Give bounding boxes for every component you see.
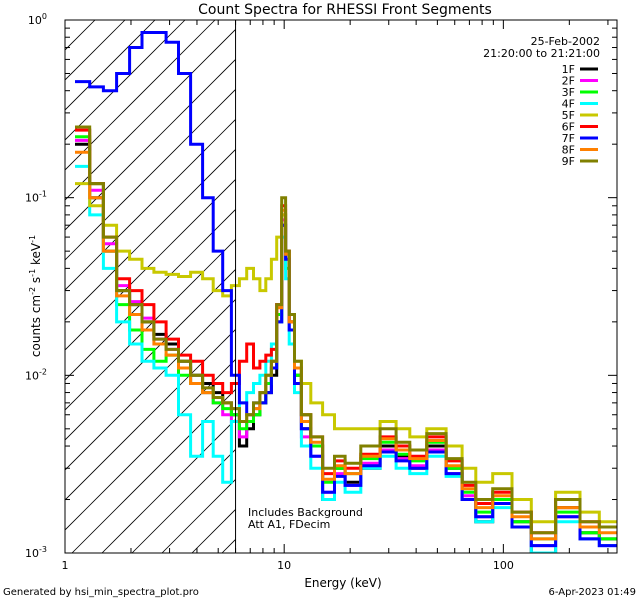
series-line-9F: [75, 125, 617, 535]
legend-label-2F: 2F: [562, 75, 575, 88]
hatch-line: [65, 268, 236, 441]
hatch-line: [71, 388, 236, 553]
legend-label-5F: 5F: [562, 109, 575, 122]
hatch-line: [65, 88, 236, 261]
annotation-background: Includes Background: [248, 506, 363, 519]
legend-label-3F: 3F: [562, 86, 575, 99]
hatch-line: [65, 58, 236, 231]
hatch-line: [101, 418, 236, 553]
series-line-5F: [75, 182, 617, 524]
annotation-attenuator: Att A1, FDecim: [248, 518, 330, 531]
hatch-line: [221, 538, 236, 553]
legend-label-9F: 9F: [562, 155, 575, 168]
footer-timestamp: 6-Apr-2023 01:49: [549, 587, 636, 598]
hatch-line: [65, 20, 156, 111]
legend-label-8F: 8F: [562, 144, 575, 157]
y-tick-label: 100: [28, 12, 47, 27]
y-axis-ticks: 100 10-1 10-2 10-3: [25, 12, 617, 560]
hatch-line: [65, 118, 236, 291]
x-tick-label: 100: [493, 559, 514, 572]
hatch-line: [65, 298, 236, 471]
x-axis-ticks: 1 10 100: [62, 20, 609, 572]
hatch-line: [65, 20, 126, 81]
y-tick-label: 10-2: [25, 367, 47, 382]
y-tick-label: 10-1: [25, 190, 47, 205]
series-line-4F: [75, 164, 617, 553]
x-axis-label: Energy (keV): [304, 576, 381, 590]
series-line-7F: [75, 31, 617, 548]
date-label: 25-Feb-2002: [531, 35, 600, 48]
legend-label-1F: 1F: [562, 63, 575, 76]
legend-label-7F: 7F: [562, 132, 575, 145]
hatch-line: [131, 448, 236, 553]
hatch-line: [65, 238, 236, 411]
footer-generated-by: Generated by hsi_min_spectra_plot.pro: [3, 587, 199, 598]
series-group: [75, 31, 617, 553]
hatch-line: [65, 20, 96, 51]
time-range-label: 21:20:00 to 21:21:00: [483, 47, 600, 60]
hatch-line: [65, 28, 236, 201]
hatched-region: [65, 20, 236, 553]
plot-frame: [64, 19, 618, 554]
x-tick-label: 1: [62, 559, 69, 572]
hatch-line: [65, 358, 236, 531]
legend-label-6F: 6F: [562, 121, 575, 134]
x-tick-label: 10: [277, 559, 291, 572]
legend-label-4F: 4F: [562, 98, 575, 111]
y-axis-label: counts cm-2 s-1 keV-1: [28, 235, 43, 357]
hatch-line: [65, 208, 236, 381]
hatch-line: [65, 148, 236, 321]
y-tick-label: 10-3: [25, 545, 47, 560]
hatch-line: [65, 20, 186, 141]
hatch-line: [65, 328, 236, 501]
chart-title: Count Spectra for RHESSI Front Segments: [198, 2, 492, 18]
hatch-line: [65, 20, 216, 171]
